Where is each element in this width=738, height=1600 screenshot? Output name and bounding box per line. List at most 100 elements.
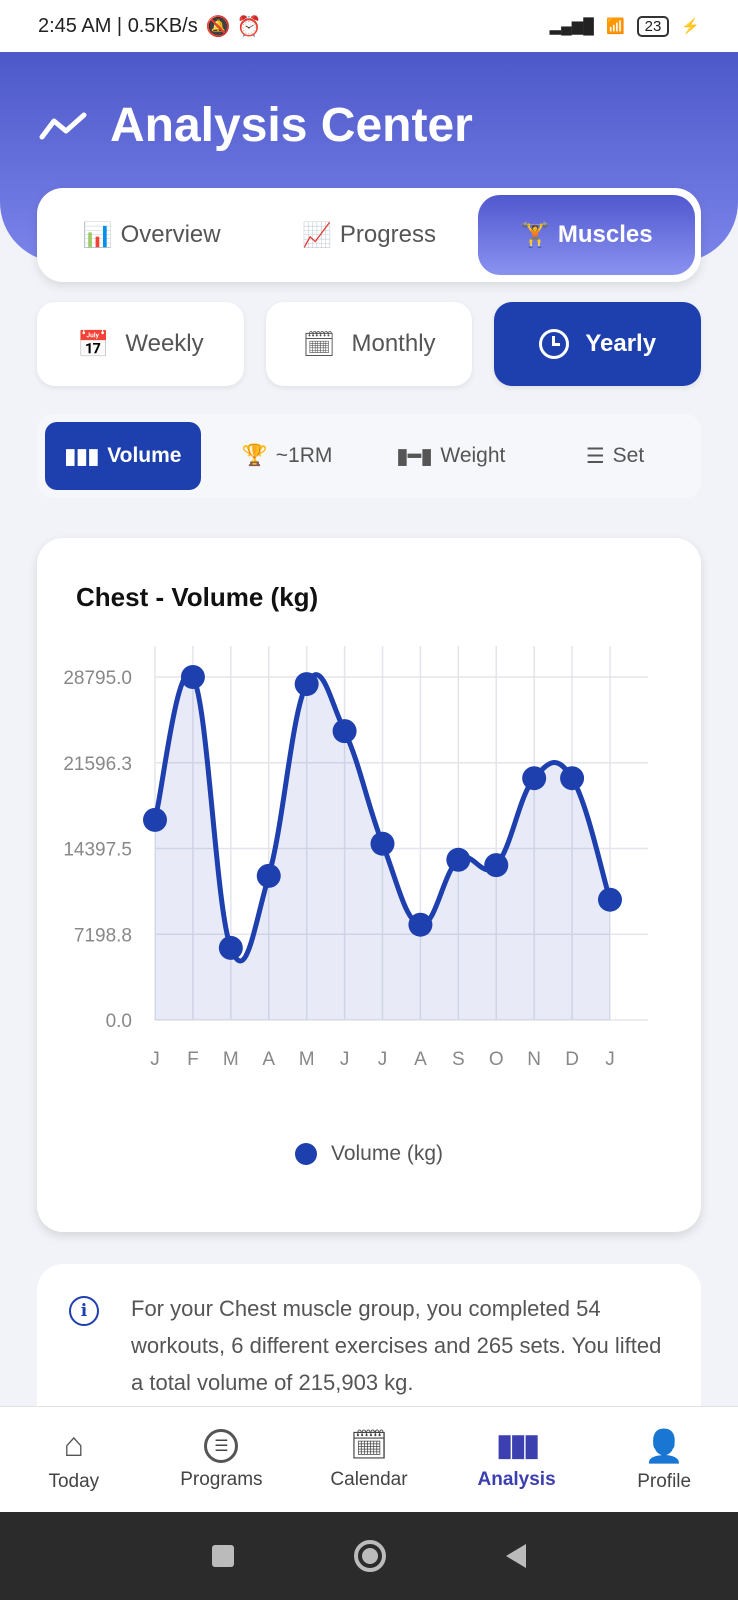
tab-muscles[interactable]: 🏋 Muscles [477, 195, 695, 275]
metric-label: ~1RM [275, 444, 333, 467]
chart-increasing-icon: 📈 [302, 221, 332, 249]
wifi-icon: 📶 [605, 18, 625, 35]
status-time: 2:45 AM | 0.5KB/s [38, 14, 198, 37]
summary-text: For your Chest muscle group, you complet… [131, 1296, 662, 1395]
data-point [598, 887, 622, 912]
x-tick-label: A [414, 1049, 427, 1070]
x-tick-label: A [262, 1049, 275, 1070]
data-point [180, 665, 205, 689]
bottom-nav: ⌂ Today ☰ Programs 🗓 Calendar ▮▮▮ Analysis 👤… [0, 1406, 738, 1512]
calendar-icon: 🗓 [349, 1429, 389, 1462]
y-tick-label: 28795.0 [63, 668, 132, 689]
data-point [446, 847, 471, 872]
info-icon: i [69, 1296, 99, 1326]
bar-chart-icon: 📊 [82, 221, 113, 249]
bar-chart-icon: ▮▮▮ [496, 1429, 539, 1462]
nav-label: Analysis [477, 1469, 556, 1490]
metric-label: Volume [107, 444, 182, 467]
status-bar: 2:45 AM | 0.5KB/s 🔕 ⏰ ▂▄▆█ 📶 23 ⚡ [0, 0, 738, 52]
metric-1rm[interactable]: 🏆 ~1RM [209, 422, 365, 490]
battery-icon: 23 [636, 15, 670, 37]
home-icon: ⌂ [63, 1426, 85, 1464]
legend-label: Volume (kg) [330, 1142, 444, 1165]
metric-volume[interactable]: ▮▮▮ Volume [45, 422, 201, 490]
tab-label: Overview [120, 221, 221, 248]
data-point [143, 807, 167, 832]
nav-label: Calendar [330, 1469, 408, 1490]
calendar-month-icon: 🗓 [302, 328, 336, 359]
legend-marker [294, 1143, 317, 1165]
data-point [370, 831, 395, 856]
nav-profile[interactable]: 👤 Profile [590, 1407, 738, 1512]
period-label: Weekly [125, 330, 204, 357]
data-point [522, 766, 547, 791]
back-button[interactable] [506, 1544, 526, 1568]
recents-button[interactable] [212, 1545, 234, 1567]
period-selector: 📅 Weekly 🗓 Monthly Yearly [37, 302, 702, 386]
charging-icon: ⚡ [681, 18, 700, 35]
data-point [484, 853, 509, 878]
metric-label: Set [612, 444, 645, 467]
nav-label: Programs [180, 1468, 263, 1490]
alarm-icon: ⏰ [236, 15, 262, 38]
person-icon: 👤 [644, 1427, 685, 1464]
period-yearly[interactable]: Yearly [494, 302, 702, 386]
home-button[interactable] [354, 1540, 386, 1572]
nav-label: Profile [637, 1470, 692, 1492]
nav-calendar[interactable]: 🗓 Calendar [295, 1407, 443, 1512]
x-tick-label: J [605, 1049, 615, 1070]
chart-title: Chest - Volume (kg) [76, 582, 319, 612]
volume-line-chart: 28795.0 21596.3 14397.5 7198.8 0.0 J F M A M J J A S O… [63, 646, 648, 1070]
metric-label: Weight [440, 444, 506, 467]
chart-legend: Volume (kg) [37, 1142, 701, 1166]
x-tick-label: J [378, 1049, 388, 1070]
signal-icon: ▂▄▆█ [549, 18, 594, 35]
period-weekly[interactable]: 📅 Weekly [37, 302, 244, 386]
bar-chart-icon: ▮▮▮ [64, 444, 100, 468]
tab-overview[interactable]: 📊 Overview [43, 195, 260, 275]
x-tick-label: J [150, 1049, 160, 1070]
x-tick-label: S [452, 1049, 465, 1070]
metric-selector: ▮▮▮ Volume 🏆 ~1RM ▮━▮ Weight ☰ Set [37, 414, 701, 498]
nav-today[interactable]: ⌂ Today [0, 1407, 148, 1512]
page-title: Analysis Center [38, 98, 473, 153]
title-text: Analysis Center [110, 99, 473, 152]
y-tick-label: 0.0 [106, 1011, 132, 1032]
nav-programs[interactable]: ☰ Programs [148, 1407, 296, 1512]
tab-progress[interactable]: 📈 Progress [260, 195, 477, 275]
x-tick-label: J [340, 1049, 350, 1070]
y-tick-label: 14397.5 [63, 840, 132, 861]
battery-level: 23 [644, 17, 662, 35]
y-tick-label: 7198.8 [74, 925, 132, 946]
mute-icon: 🔕 [205, 15, 231, 38]
x-tick-label: D [565, 1049, 579, 1070]
data-point [256, 863, 281, 888]
list-circle-icon: ☰ [204, 1428, 239, 1463]
x-tick-label: M [299, 1049, 315, 1070]
x-tick-label: O [489, 1049, 504, 1070]
metric-set[interactable]: ☰ Set [537, 422, 693, 490]
section-tabs: 📊 Overview 📈 Progress 🏋 Muscles [37, 188, 701, 282]
y-tick-label: 21596.3 [63, 754, 132, 775]
x-tick-label: M [223, 1049, 239, 1070]
period-monthly[interactable]: 🗓 Monthly [265, 302, 473, 386]
x-tick-label: N [527, 1049, 541, 1070]
clock-icon [539, 329, 570, 359]
data-point [560, 766, 585, 791]
period-label: Yearly [585, 330, 657, 357]
data-point [294, 672, 319, 697]
data-point [332, 719, 357, 744]
period-label: Monthly [351, 330, 436, 357]
chart-card: Chest - Volume (kg) 28795.0 21596.3 14397.… [37, 538, 701, 1232]
dumbbell-icon: ▮━▮ [396, 444, 433, 468]
data-point [408, 912, 433, 937]
trophy-icon: 🏆 [241, 444, 268, 467]
trend-line-icon [39, 112, 87, 139]
nav-analysis[interactable]: ▮▮▮ Analysis [443, 1407, 591, 1512]
metric-weight[interactable]: ▮━▮ Weight [373, 422, 529, 490]
tab-label: Muscles [557, 221, 653, 248]
tab-label: Progress [339, 221, 436, 248]
nav-label: Today [48, 1471, 100, 1492]
calendar-week-icon: 📅 [77, 328, 110, 359]
weightlifter-icon: 🏋 [520, 221, 550, 249]
